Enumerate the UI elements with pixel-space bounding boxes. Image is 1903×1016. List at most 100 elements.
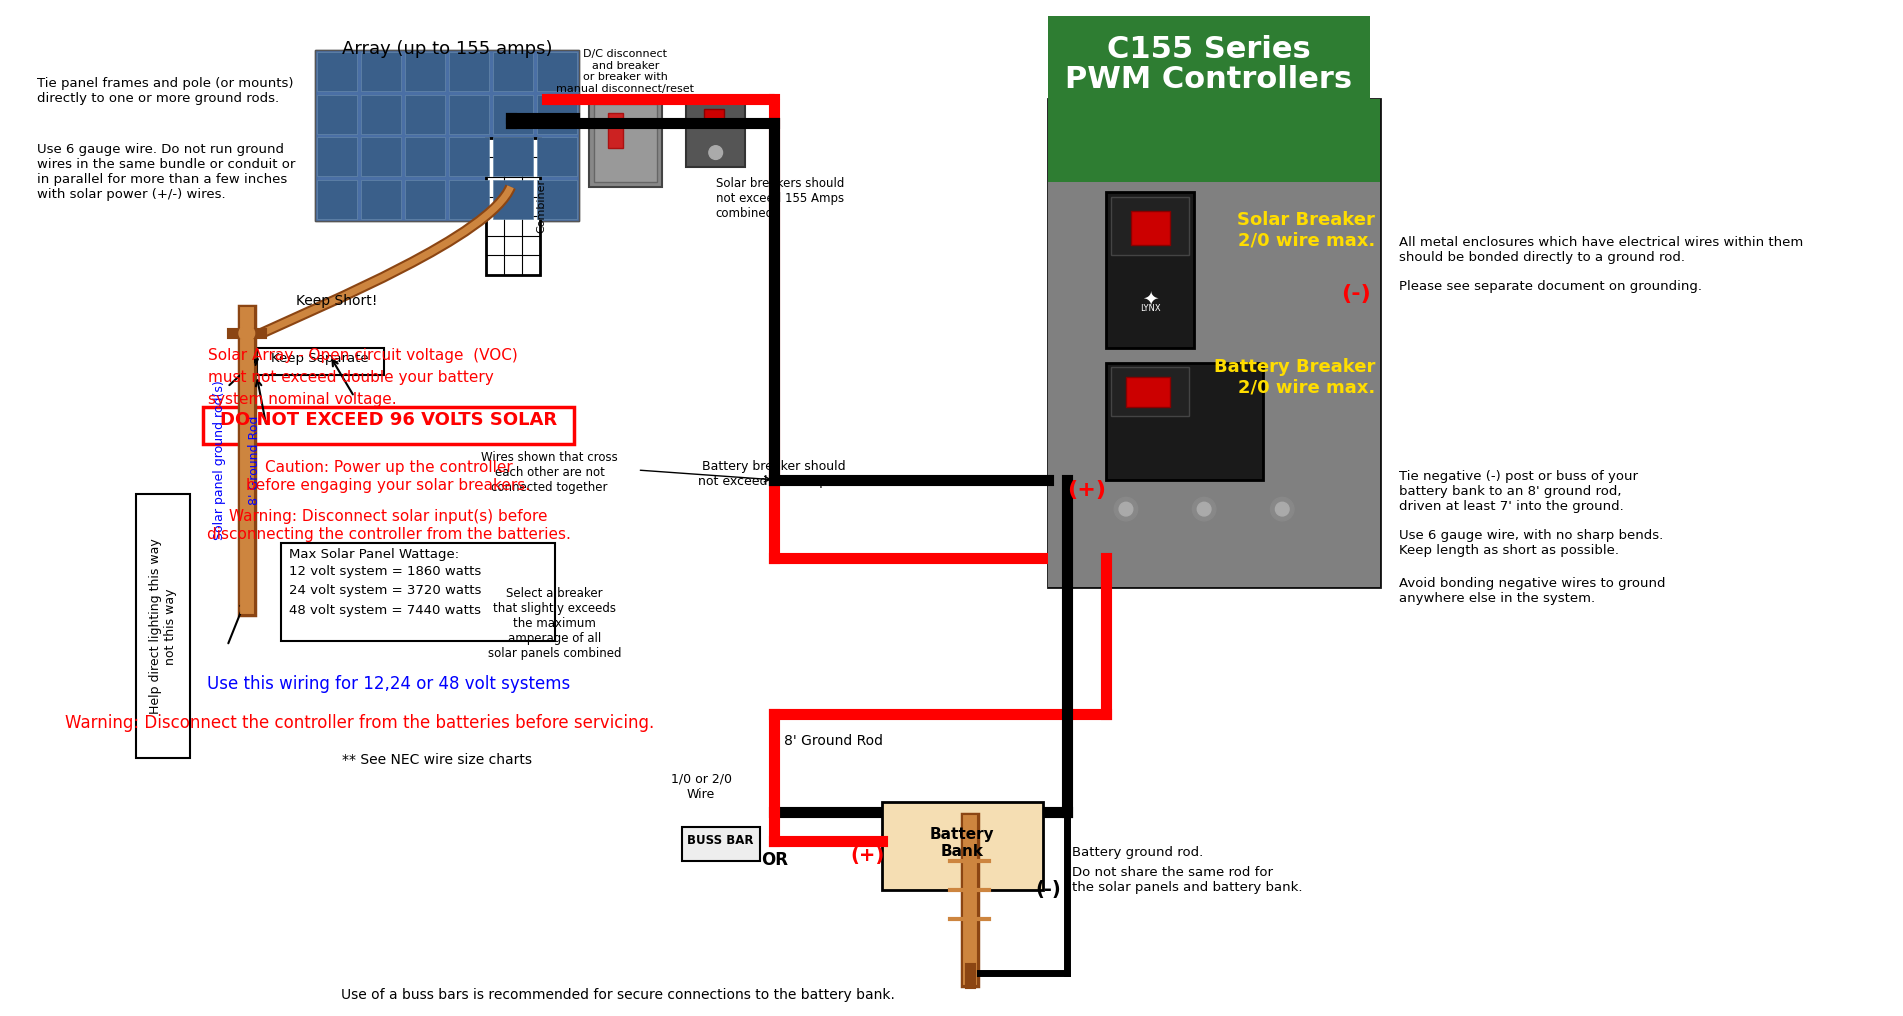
Bar: [537, 137, 577, 176]
Text: Solar breakers should
not exceed 155 Amps
combined: Solar breakers should not exceed 155 Amp…: [716, 177, 845, 220]
Bar: [137, 495, 190, 758]
Bar: [318, 94, 358, 133]
Bar: [362, 180, 402, 219]
Text: (-): (-): [1035, 880, 1060, 899]
Bar: [537, 180, 577, 219]
Text: 1/0 or 2/0
Wire: 1/0 or 2/0 Wire: [670, 773, 731, 801]
Circle shape: [1193, 498, 1216, 521]
Bar: [1049, 99, 1380, 587]
Bar: [204, 406, 575, 444]
Circle shape: [1275, 502, 1288, 516]
Bar: [405, 137, 445, 176]
Text: C155 Series: C155 Series: [1108, 36, 1311, 64]
Circle shape: [1271, 498, 1294, 521]
Text: ** See NEC wire size charts: ** See NEC wire size charts: [343, 753, 533, 767]
Text: (+): (+): [1068, 480, 1106, 500]
Text: All metal enclosures which have electrical wires within them
should be bonded di: All metal enclosures which have electric…: [1399, 236, 1804, 263]
Bar: [537, 52, 577, 90]
Bar: [1111, 368, 1189, 417]
Text: Warning: Disconnect the controller from the batteries before servicing.: Warning: Disconnect the controller from …: [65, 714, 655, 733]
Bar: [681, 827, 759, 861]
Circle shape: [708, 145, 723, 160]
Bar: [449, 180, 489, 219]
Bar: [316, 50, 579, 220]
Text: Do not share the same rod for
the solar panels and battery bank.: Do not share the same rod for the solar …: [1071, 866, 1304, 894]
Bar: [318, 52, 358, 90]
Text: 8' Ground Rod: 8' Ground Rod: [784, 734, 883, 748]
Text: Select a breaker
that slightly exceeds
the maximum
amperage of all
solar panels : Select a breaker that slightly exceeds t…: [487, 587, 620, 660]
Text: PWM Controllers: PWM Controllers: [1066, 65, 1353, 93]
Text: system nominal voltage.: system nominal voltage.: [207, 392, 396, 406]
Bar: [318, 180, 358, 219]
Bar: [609, 114, 622, 147]
Bar: [537, 94, 577, 133]
Bar: [1049, 16, 1370, 99]
Text: Warning: Disconnect solar input(s) before
disconnecting the controller from the : Warning: Disconnect solar input(s) befor…: [207, 509, 571, 542]
Text: Avoid bonding negative wires to ground
anywhere else in the system.: Avoid bonding negative wires to ground a…: [1399, 577, 1665, 606]
Bar: [405, 94, 445, 133]
Text: LYNX: LYNX: [1140, 304, 1161, 313]
Text: Battery
Bank: Battery Bank: [931, 827, 995, 859]
Text: Caution: Power up the controller
before engaging your solar breakers.: Caution: Power up the controller before …: [245, 460, 531, 493]
Bar: [316, 50, 579, 220]
Bar: [318, 137, 358, 176]
Text: Battery Breaker
2/0 wire max.: Battery Breaker 2/0 wire max.: [1214, 358, 1376, 396]
Bar: [405, 52, 445, 90]
Text: (+): (+): [851, 846, 885, 865]
Text: Use this wiring for 12,24 or 48 volt systems: Use this wiring for 12,24 or 48 volt sys…: [207, 676, 571, 693]
Text: Use of a buss bars is recommended for secure connections to the battery bank.: Use of a buss bars is recommended for se…: [341, 988, 894, 1002]
Bar: [881, 803, 1043, 890]
Text: 12 volt system = 1860 watts: 12 volt system = 1860 watts: [289, 565, 481, 578]
Bar: [493, 94, 533, 133]
Text: Use 6 gauge wire, with no sharp bends.
Keep length as short as possible.: Use 6 gauge wire, with no sharp bends. K…: [1399, 528, 1663, 557]
Text: Wires shown that cross
each other are not
connected together: Wires shown that cross each other are no…: [481, 450, 618, 494]
Bar: [362, 94, 402, 133]
Text: Solar Breaker
2/0 wire max.: Solar Breaker 2/0 wire max.: [1237, 211, 1376, 250]
Text: Help direct lighting this way
not this way: Help direct lighting this way not this w…: [148, 538, 177, 714]
Text: Please see separate document on grounding.: Please see separate document on groundin…: [1399, 279, 1703, 293]
Bar: [257, 347, 384, 375]
Bar: [1106, 363, 1264, 480]
Bar: [1049, 99, 1380, 182]
Text: Array (up to 155 amps): Array (up to 155 amps): [343, 41, 552, 58]
Text: ✦: ✦: [1142, 290, 1159, 308]
Text: Battery ground rod.: Battery ground rod.: [1071, 846, 1203, 860]
Bar: [493, 52, 533, 90]
Circle shape: [1197, 502, 1210, 516]
Bar: [493, 180, 533, 219]
Bar: [449, 137, 489, 176]
Text: DO NOT EXCEED 96 VOLTS SOLAR: DO NOT EXCEED 96 VOLTS SOLAR: [221, 411, 558, 430]
Bar: [588, 99, 662, 187]
Text: Tie negative (-) post or buss of your
battery bank to an 8' ground rod,
driven a: Tie negative (-) post or buss of your ba…: [1399, 470, 1638, 513]
Bar: [362, 52, 402, 90]
Text: Max Solar Panel Wattage:: Max Solar Panel Wattage:: [289, 549, 459, 561]
Bar: [1111, 196, 1189, 255]
Bar: [1127, 377, 1170, 406]
Bar: [1106, 192, 1195, 347]
Text: Combiner: Combiner: [537, 179, 546, 234]
Bar: [594, 104, 657, 182]
Text: 48 volt system = 7440 watts: 48 volt system = 7440 watts: [289, 604, 481, 617]
Text: OR: OR: [761, 851, 788, 869]
Text: Solar panel ground rod(s): Solar panel ground rod(s): [213, 380, 226, 541]
Bar: [449, 52, 489, 90]
Text: Tie panel frames and pole (or mounts)
directly to one or more ground rods.: Tie panel frames and pole (or mounts) di…: [36, 77, 293, 106]
Bar: [1130, 211, 1170, 246]
Text: 8' Ground Rod: 8' Ground Rod: [247, 416, 261, 505]
Text: Battery breaker should
not exceed 155 amps **: Battery breaker should not exceed 155 am…: [698, 460, 851, 489]
Circle shape: [240, 325, 255, 341]
Bar: [493, 137, 533, 176]
Text: BUSS BAR: BUSS BAR: [687, 834, 754, 847]
Text: Use 6 gauge wire. Do not run ground
wires in the same bundle or conduit or
in pa: Use 6 gauge wire. Do not run ground wire…: [36, 143, 295, 201]
Text: (-): (-): [1342, 284, 1370, 305]
Circle shape: [1115, 498, 1138, 521]
Text: must not exceed double your battery: must not exceed double your battery: [207, 371, 493, 385]
Bar: [1049, 182, 1380, 587]
Circle shape: [1119, 502, 1132, 516]
Text: Keep Short!: Keep Short!: [295, 295, 377, 308]
Bar: [485, 138, 540, 274]
Bar: [405, 180, 445, 219]
Bar: [282, 544, 554, 641]
Text: D/C disconnect
and breaker
or breaker with
manual disconnect/reset: D/C disconnect and breaker or breaker wi…: [556, 49, 695, 93]
Bar: [449, 94, 489, 133]
